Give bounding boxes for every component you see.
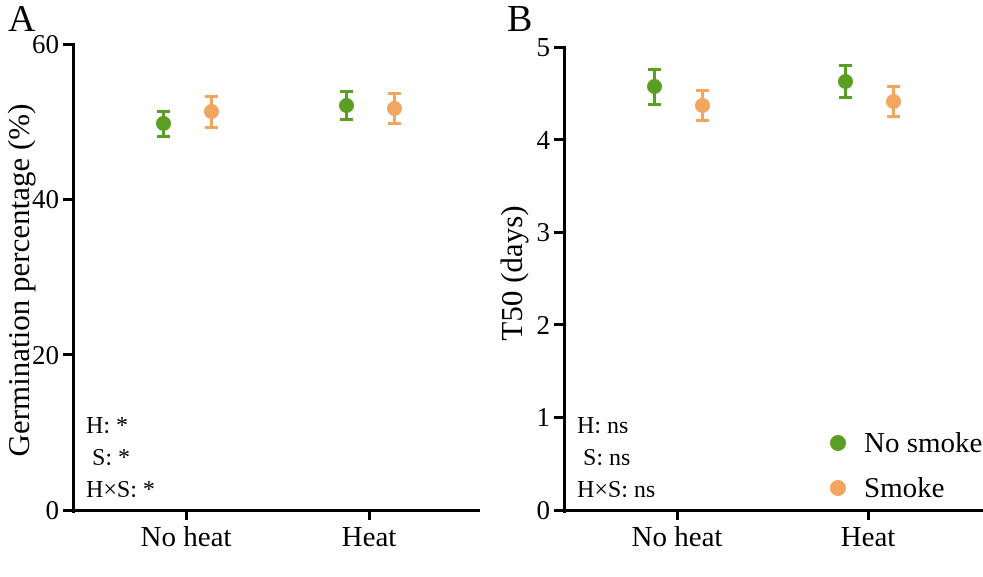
y-tick-b-0 [554, 508, 563, 512]
data-point-a-no-smoke-no-heat [155, 116, 171, 132]
data-point-a-smoke-heat [386, 100, 402, 116]
data-point-b-smoke-heat [885, 94, 901, 110]
error-cap-top-a-no-smoke-no-heat [156, 110, 170, 114]
y-tick-label-b-3: 3 [536, 217, 551, 248]
error-cap-bottom-b-smoke-no-heat [695, 118, 709, 122]
x-tick-b-no-heat [675, 512, 679, 520]
error-cap-bottom-a-no-smoke-heat [339, 117, 353, 121]
x-axis-line-b [563, 509, 983, 512]
legend-label-smoke: Smoke [864, 472, 945, 504]
error-cap-bottom-a-smoke-heat [387, 121, 401, 125]
legend-item-no-smoke: No smoke [830, 427, 982, 459]
y-tick-label-b-0: 0 [536, 495, 551, 525]
y-tick-a-60 [63, 42, 72, 46]
error-cap-bottom-b-smoke-heat [886, 114, 900, 118]
x-tick-b-heat [866, 512, 870, 520]
y-axis-line-b [563, 46, 566, 513]
error-cap-top-b-no-smoke-no-heat [647, 67, 661, 71]
y-tick-b-2 [554, 323, 563, 327]
y-tick-label-a-20: 20 [32, 339, 59, 370]
smoke-dot-icon [830, 480, 846, 496]
panel-a-y-axis-title: Germination percentage (%) [1, 103, 36, 457]
y-tick-a-40 [63, 197, 72, 201]
error-cap-top-b-no-smoke-heat [838, 64, 852, 68]
data-point-b-smoke-no-heat [694, 97, 710, 113]
error-cap-top-a-smoke-no-heat [204, 94, 218, 98]
y-tick-label-b-5: 5 [536, 32, 551, 62]
error-cap-top-a-no-smoke-heat [339, 89, 353, 93]
data-point-a-smoke-no-heat [203, 104, 219, 120]
panel-b-stats: H: ns S: ns H×S: ns [577, 410, 655, 506]
panel-a-stats: H: * S: * H×S: * [86, 410, 155, 506]
error-cap-bottom-b-no-smoke-heat [838, 95, 852, 99]
panel-b-stat-smoke: S: ns [577, 445, 631, 471]
error-cap-top-b-smoke-heat [886, 85, 900, 89]
x-tick-a-no-heat [184, 512, 188, 520]
error-cap-bottom-a-no-smoke-no-heat [156, 134, 170, 138]
error-cap-top-b-smoke-no-heat [695, 89, 709, 93]
y-tick-b-4 [554, 138, 563, 142]
y-tick-label-b-2: 2 [536, 309, 551, 340]
y-tick-label-b-1: 1 [536, 402, 551, 433]
legend: No smoke Smoke [830, 427, 982, 517]
y-tick-b-5 [554, 45, 563, 49]
legend-item-smoke: Smoke [830, 472, 982, 504]
x-category-label-b-no-heat: No heat [631, 521, 723, 553]
y-tick-b-1 [554, 415, 563, 419]
y-tick-label-a-40: 40 [32, 184, 59, 215]
error-cap-top-a-smoke-heat [387, 92, 401, 96]
x-category-label-a-heat: Heat [341, 521, 397, 553]
legend-label-no-smoke: No smoke [864, 427, 983, 459]
x-category-label-a-no-heat: No heat [140, 521, 232, 553]
y-axis-line-a [72, 43, 75, 513]
panel-a-letter: A [8, 0, 36, 40]
panel-b-letter: B [507, 0, 533, 40]
no-smoke-dot-icon [830, 435, 846, 451]
y-tick-b-3 [554, 230, 563, 234]
y-tick-a-0 [63, 508, 72, 512]
x-axis-line-a [72, 509, 480, 512]
y-tick-label-a-60: 60 [32, 29, 59, 59]
data-point-b-no-smoke-no-heat [646, 79, 662, 95]
data-point-b-no-smoke-heat [837, 73, 853, 89]
x-tick-a-heat [367, 512, 371, 520]
x-category-label-b-heat: Heat [840, 521, 896, 553]
y-tick-label-a-0: 0 [45, 495, 60, 525]
y-tick-a-20 [63, 353, 72, 357]
error-cap-bottom-a-smoke-no-heat [204, 125, 218, 129]
panel-a-stat-heat: H: * [86, 413, 128, 439]
data-point-a-no-smoke-heat [338, 97, 354, 113]
y-tick-label-b-4: 4 [536, 124, 551, 155]
panel-b-stat-heat: H: ns [577, 413, 629, 439]
panel-b-stat-interaction: H×S: ns [577, 477, 656, 503]
panel-a-stat-smoke: S: * [86, 445, 131, 471]
panel-a-stat-interaction: H×S: * [86, 477, 155, 503]
error-cap-bottom-b-no-smoke-no-heat [647, 102, 661, 106]
